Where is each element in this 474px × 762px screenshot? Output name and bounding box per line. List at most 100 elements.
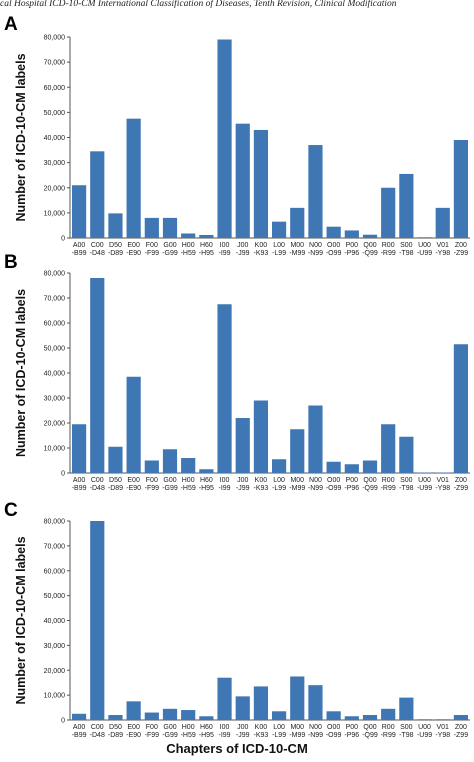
panel-b-x-tick-label: -G99 bbox=[162, 485, 178, 492]
panel-c-x-tick-label: I00 bbox=[220, 724, 230, 731]
panel-c-x-tick-label: -H95 bbox=[199, 732, 214, 739]
panel-c-x-tick-label: M00 bbox=[290, 724, 304, 731]
panel-a-x-tick-label: N00 bbox=[309, 242, 322, 249]
panel-b-x-tick-label: -R99 bbox=[381, 485, 396, 492]
panel-c-x-tick-label: -M99 bbox=[289, 732, 305, 739]
panel-b-y-axis-title: Number of ICD-10-CM labels bbox=[14, 289, 28, 457]
panel-b-y-tick-label: 30,000 bbox=[44, 396, 66, 403]
panel-c-bar bbox=[144, 712, 159, 720]
panel-b-x-tick-label: P00 bbox=[346, 477, 359, 484]
panel-a-x-tick-label: K00 bbox=[255, 242, 268, 249]
panel-a-y-tick-label: 0 bbox=[61, 236, 65, 243]
panel-b-x-tick-label: M00 bbox=[290, 477, 304, 484]
panel-c-x-tick-label: -U99 bbox=[417, 732, 432, 739]
panel-c-x-tick-label: -K93 bbox=[254, 732, 269, 739]
panel-b-y-tick-label: 70,000 bbox=[44, 296, 66, 303]
panel-c-x-tick-label: A00 bbox=[73, 724, 86, 731]
panel-c-x-tick-label: -Y98 bbox=[435, 732, 450, 739]
panel-b-y-tick-label: 80,000 bbox=[44, 271, 66, 278]
panel-b-x-tick-label: -K93 bbox=[254, 485, 269, 492]
panel-b-x-tick-label: -D89 bbox=[108, 485, 123, 492]
panel-b-y-tick-label: 0 bbox=[61, 471, 65, 478]
panel-b-bar bbox=[290, 429, 305, 473]
panel-c-x-tick-label: -D48 bbox=[90, 732, 105, 739]
panel-a-y-tick-label: 20,000 bbox=[44, 185, 66, 192]
panel-a-bar bbox=[72, 185, 87, 238]
panel-a-bar bbox=[399, 173, 414, 238]
panel-c-y-axis-title: Number of ICD-10-CM labels bbox=[14, 536, 28, 704]
panel-a-bar bbox=[308, 145, 323, 238]
panel-c-x-tick-label: -E90 bbox=[126, 732, 141, 739]
panel-c-bar bbox=[162, 708, 178, 720]
panel-a-x-tick-label: -B99 bbox=[72, 250, 87, 257]
panel-c-x-tick-label: G00 bbox=[163, 724, 176, 731]
panel-b-bar bbox=[326, 461, 341, 473]
panel-a-x-tick-label: -H59 bbox=[181, 250, 196, 257]
panel-b-y-tick-label: 60,000 bbox=[44, 321, 66, 328]
panel-c-y-tick-label: 40,000 bbox=[44, 618, 66, 625]
panel-b-x-tick-label: D50 bbox=[109, 477, 122, 484]
panel-b-bar bbox=[144, 460, 159, 473]
panel-a-bar bbox=[362, 234, 378, 238]
panel-b-x-tick-label: A00 bbox=[73, 477, 86, 484]
panel-a-x-tick-label: -Q99 bbox=[362, 250, 378, 257]
panel-b-x-tick-label: N00 bbox=[309, 477, 322, 484]
panel-c-bar bbox=[253, 686, 268, 720]
panel-c-x-tick-label: O00 bbox=[327, 724, 340, 731]
panel-b-bar bbox=[199, 469, 214, 473]
panel-b-x-tick-label: -O99 bbox=[326, 485, 342, 492]
panel-c-y-tick-label: 70,000 bbox=[44, 543, 66, 550]
panel-a-bar bbox=[162, 217, 178, 238]
panel-a-bar bbox=[435, 207, 450, 238]
panel-a-x-tick-label: -P96 bbox=[344, 250, 359, 257]
panel-b-bar bbox=[308, 405, 323, 473]
panel-b-x-tick-label: -P96 bbox=[344, 485, 359, 492]
panel-a-x-tick-label: -K93 bbox=[254, 250, 269, 257]
panel-c-bar bbox=[199, 716, 214, 720]
panel-a-x-tick-label: R00 bbox=[382, 242, 395, 249]
panel-b-x-tick-label: -U99 bbox=[417, 485, 432, 492]
panel-c-x-tick-label: -F99 bbox=[145, 732, 160, 739]
panel-c-x-tick-label: D50 bbox=[109, 724, 122, 731]
panel-a-bar bbox=[217, 39, 232, 239]
panel-c-x-tick-label: -Q99 bbox=[362, 732, 378, 739]
panel-c-x-tick-label: C00 bbox=[91, 724, 104, 731]
panel-b-x-tick-label: -I99 bbox=[219, 485, 231, 492]
panel-a-x-tick-label: -T98 bbox=[399, 250, 414, 257]
panel-c-x-tick-label: -H59 bbox=[181, 732, 196, 739]
panel-c-x-tick-label: -T98 bbox=[399, 732, 414, 739]
panel-b-x-tick-label: -B99 bbox=[72, 485, 87, 492]
panel-a-x-tick-label: -Y98 bbox=[435, 250, 450, 257]
panel-b-x-tick-label: -D48 bbox=[90, 485, 105, 492]
panel-c-bar bbox=[72, 713, 87, 720]
panel-a-bar bbox=[381, 187, 396, 238]
panel-c-x-tick-label: F00 bbox=[146, 724, 158, 731]
panel-c-x-tick-label: -I99 bbox=[219, 732, 231, 739]
panel-c-bar bbox=[344, 716, 359, 720]
panel-a-label: A bbox=[4, 14, 18, 35]
panel-c-bar bbox=[181, 710, 196, 720]
panel-b-bar bbox=[235, 418, 250, 473]
panel-c-bar bbox=[362, 715, 378, 720]
panel-a-x-tick-label: I00 bbox=[220, 242, 230, 249]
panel-a-bar bbox=[326, 226, 341, 238]
panel-b-y-tick-label: 10,000 bbox=[44, 446, 66, 453]
panel-a-x-tick-label: L00 bbox=[273, 242, 285, 249]
shared-x-axis-label: Chapters of ICD-10-CM bbox=[166, 741, 308, 756]
panel-a-x-tick-label: -I99 bbox=[219, 250, 231, 257]
panel-b-x-tick-label: U00 bbox=[418, 477, 431, 484]
panel-b-bar bbox=[417, 472, 432, 473]
panel-c-y-tick-label: 50,000 bbox=[44, 593, 66, 600]
panel-a-y-tick-label: 30,000 bbox=[44, 160, 66, 167]
panel-c-x-tick-label: R00 bbox=[382, 724, 395, 731]
panel-a-bar bbox=[126, 118, 141, 238]
panel-a-y-tick-label: 60,000 bbox=[44, 85, 66, 92]
panel-c-y-tick-label: 80,000 bbox=[44, 519, 66, 526]
panel-b-y-tick-label: 20,000 bbox=[44, 421, 66, 428]
panel-a-bar bbox=[90, 151, 105, 238]
panel-c-bar bbox=[235, 696, 250, 720]
panel-b-bar bbox=[435, 472, 450, 473]
panel-b-x-tick-label: H60 bbox=[200, 477, 213, 484]
panel-a-bar bbox=[417, 237, 432, 238]
panel-a-x-tick-label: -M99 bbox=[289, 250, 305, 257]
